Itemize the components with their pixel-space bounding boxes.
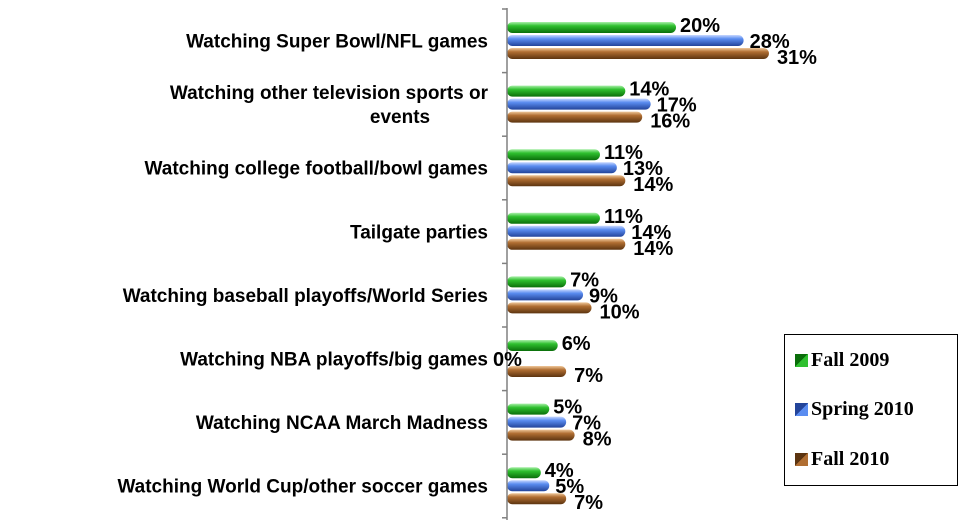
legend: Fall 2009 Spring 2010 Fall 2010 bbox=[784, 334, 958, 486]
data-label-fall-2009-watching-super-bowl-nfl-games: 20% bbox=[680, 15, 720, 37]
legend-item-spring-2010: Spring 2010 bbox=[795, 397, 914, 421]
category-label-line: events bbox=[370, 107, 430, 128]
category-label-watching-college-football-bowl-games: Watching college football/bowl games bbox=[145, 159, 488, 180]
bars bbox=[507, 22, 769, 505]
bar-fall-2010-watching-baseball-playoffs-world-series bbox=[507, 302, 592, 314]
data-label-spring-2010-watching-ncaa-march-madness: 7% bbox=[572, 413, 601, 435]
data-label-fall-2010-watching-ncaa-march-madness: 8% bbox=[583, 429, 612, 451]
data-label-fall-2009-watching-nba-playoffs-big-games: 6% bbox=[562, 333, 591, 355]
data-label-fall-2010-watching-super-bowl-nfl-games: 31% bbox=[777, 47, 817, 69]
data-label-spring-2010-watching-nba-playoffs-big-games: 0% bbox=[493, 349, 522, 371]
category-label-line: Watching NCAA March Madness bbox=[196, 413, 488, 434]
bar-fall-2009-watching-ncaa-march-madness bbox=[507, 403, 550, 415]
legend-swatch-fall-2009 bbox=[795, 353, 808, 367]
category-label-line: Watching World Cup/other soccer games bbox=[117, 477, 488, 498]
data-label-fall-2009-tailgate-parties: 11% bbox=[604, 206, 643, 228]
data-label-fall-2009-watching-college-football-bowl-games: 11% bbox=[604, 142, 643, 164]
data-label-spring-2010-watching-super-bowl-nfl-games: 28% bbox=[750, 31, 790, 53]
category-labels: Watching Super Bowl/NFL games Watching ot… bbox=[117, 32, 488, 498]
bar-fall-2010-watching-ncaa-march-madness bbox=[507, 429, 575, 441]
data-label-fall-2009-watching-baseball-playoffs-world-series: 7% bbox=[570, 269, 599, 291]
data-label-fall-2010-watching-college-football-bowl-games: 14% bbox=[633, 174, 673, 196]
data-label-fall-2010-watching-baseball-playoffs-world-series: 10% bbox=[600, 301, 640, 323]
legend-swatch-fall-2010 bbox=[795, 452, 808, 466]
bar-fall-2010-watching-world-cup-other-soccer-games bbox=[507, 493, 567, 505]
legend-item-fall-2009: Fall 2009 bbox=[795, 348, 889, 372]
data-label-fall-2010-watching-world-cup-other-soccer-games: 7% bbox=[574, 492, 603, 514]
legend-label-fall-2009: Fall 2009 bbox=[811, 348, 890, 371]
y-axis bbox=[502, 8, 508, 520]
bar-fall-2010-watching-super-bowl-nfl-games bbox=[507, 48, 769, 59]
legend-swatch-spring-2010 bbox=[795, 402, 808, 416]
category-label-line: Watching Super Bowl/NFL games bbox=[186, 32, 488, 53]
data-label-fall-2010-tailgate-parties: 14% bbox=[633, 238, 673, 260]
bar-spring-2010-watching-super-bowl-nfl-games bbox=[507, 35, 744, 46]
bar-fall-2010-watching-college-football-bowl-games bbox=[507, 175, 626, 187]
category-label-watching-baseball-playoffs-world-series: Watching baseball playoffs/World Series bbox=[123, 286, 488, 307]
legend-item-fall-2010: Fall 2010 bbox=[795, 447, 889, 471]
data-label-fall-2009-watching-world-cup-other-soccer-games: 4% bbox=[545, 460, 574, 482]
data-label-spring-2010-watching-other-television-sports-or-events: 17% bbox=[657, 95, 697, 117]
bar-spring-2010-watching-college-football-bowl-games bbox=[507, 162, 617, 174]
bar-fall-2009-watching-college-football-bowl-games bbox=[507, 149, 600, 161]
category-label-watching-nba-playoffs-big-games: Watching NBA playoffs/big games bbox=[180, 350, 488, 371]
data-label-fall-2010-watching-other-television-sports-or-events: 16% bbox=[650, 111, 690, 133]
category-label-watching-ncaa-march-madness: Watching NCAA March Madness bbox=[196, 413, 488, 434]
data-labels: 20%14%11%11%7%6%5%4%28%17%13%14%9%0%7%5%… bbox=[493, 15, 817, 514]
bar-spring-2010-watching-other-television-sports-or-events bbox=[507, 98, 651, 110]
data-label-spring-2010-watching-world-cup-other-soccer-games: 5% bbox=[555, 476, 584, 498]
data-label-fall-2009-watching-ncaa-march-madness: 5% bbox=[553, 397, 582, 419]
data-label-spring-2010-tailgate-parties: 14% bbox=[631, 222, 671, 244]
bar-fall-2010-watching-other-television-sports-or-events bbox=[507, 111, 643, 123]
bar-fall-2009-watching-world-cup-other-soccer-games bbox=[507, 467, 541, 479]
legend-label-fall-2010: Fall 2010 bbox=[811, 447, 890, 470]
bar-fall-2009-watching-baseball-playoffs-world-series bbox=[507, 276, 567, 288]
bar-fall-2009-watching-nba-playoffs-big-games bbox=[507, 340, 558, 351]
category-label-line: Watching baseball playoffs/World Series bbox=[123, 286, 488, 307]
data-label-spring-2010-watching-college-football-bowl-games: 13% bbox=[623, 158, 663, 180]
category-label-watching-world-cup-other-soccer-games: Watching World Cup/other soccer games bbox=[117, 477, 488, 498]
bar-spring-2010-watching-ncaa-march-madness bbox=[507, 416, 567, 428]
bar-fall-2009-tailgate-parties bbox=[507, 212, 600, 224]
bar-spring-2010-watching-world-cup-other-soccer-games bbox=[507, 480, 550, 492]
bar-fall-2010-tailgate-parties bbox=[507, 238, 626, 250]
category-label-line: Watching college football/bowl games bbox=[145, 159, 488, 180]
bar-spring-2010-watching-baseball-playoffs-world-series bbox=[507, 289, 584, 301]
bar-fall-2009-watching-super-bowl-nfl-games bbox=[507, 22, 676, 33]
category-label-watching-super-bowl-nfl-games: Watching Super Bowl/NFL games bbox=[186, 32, 488, 53]
bar-fall-2009-watching-other-television-sports-or-events bbox=[507, 85, 626, 97]
data-label-spring-2010-watching-baseball-playoffs-world-series: 9% bbox=[589, 285, 618, 307]
legend-label-spring-2010: Spring 2010 bbox=[811, 397, 914, 420]
category-label-watching-other-television-sports-or-events: Watching other television sports or event… bbox=[170, 83, 489, 128]
category-label-line: Watching other television sports or bbox=[170, 83, 489, 104]
category-label-line: Watching NBA playoffs/big games bbox=[180, 350, 488, 371]
data-label-fall-2009-watching-other-television-sports-or-events: 14% bbox=[629, 79, 669, 101]
data-label-fall-2010-watching-nba-playoffs-big-games: 7% bbox=[574, 365, 603, 387]
category-label-line: Tailgate parties bbox=[350, 222, 488, 243]
bar-spring-2010-tailgate-parties bbox=[507, 225, 626, 237]
category-label-tailgate-parties: Tailgate parties bbox=[350, 222, 488, 243]
bar-fall-2010-watching-nba-playoffs-big-games bbox=[507, 366, 567, 377]
